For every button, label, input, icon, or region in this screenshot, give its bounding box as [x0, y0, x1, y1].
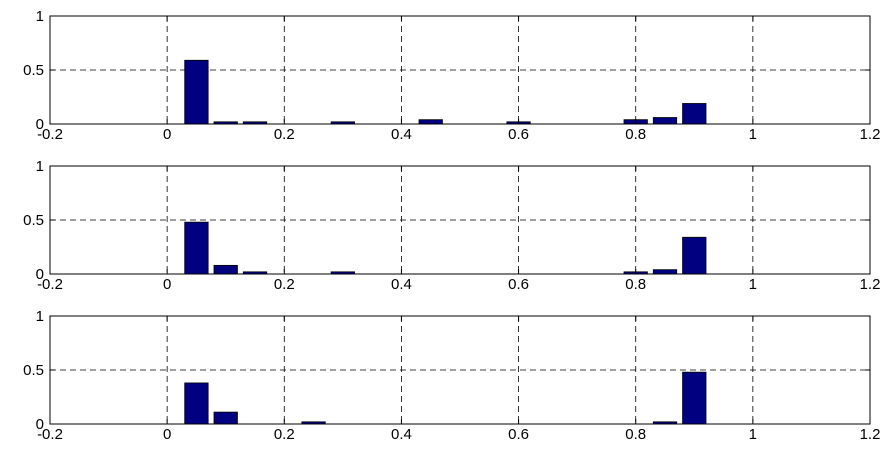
plot3-xtick-label: 1 [749, 426, 757, 443]
plot2-xtick-label: 0.8 [625, 276, 646, 293]
plot1-xtick-label: 1 [749, 126, 757, 143]
plot1-ytick-label: 0.5 [23, 62, 44, 79]
plot2-ytick-label: 1 [36, 158, 44, 175]
plot3-bar [184, 382, 209, 425]
plot3-ytick-label: 1 [36, 308, 44, 325]
plot1-bar [682, 103, 707, 125]
plot2-ytick-label: 0 [36, 266, 44, 283]
plot3-xtick-label: 0.8 [625, 426, 646, 443]
plot2-xtick-label: 1 [749, 276, 757, 293]
plot1-xtick-label: 1.2 [860, 126, 881, 143]
plot1-xtick-label: 0.4 [391, 126, 412, 143]
plot1-bar [184, 59, 209, 125]
plot3-xtick-label: 0.2 [274, 426, 295, 443]
plot2-xtick-label: 0 [163, 276, 171, 293]
plot3-xtick-label: 0 [163, 426, 171, 443]
plot2-xtick-label: 0.4 [391, 276, 412, 293]
plot3-xtick-label: 0.6 [508, 426, 529, 443]
plot2-xtick-label: 0.6 [508, 276, 529, 293]
plot3-xtick-label: -0.2 [37, 426, 63, 443]
plot1-bar [418, 119, 443, 125]
plot3-bar [213, 411, 238, 425]
plot1-xtick-label: -0.2 [37, 126, 63, 143]
plot2-xtick-label: 1.2 [860, 276, 881, 293]
plot1-ytick-label: 0 [36, 116, 44, 133]
plot1-bar [652, 117, 678, 125]
plot1-ytick-label: 1 [36, 8, 44, 25]
plot2-bar [652, 269, 678, 275]
plot3-xtick-label: 0.4 [391, 426, 412, 443]
plot1-xtick-label: 0.8 [625, 126, 646, 143]
plot2-bar [184, 221, 209, 275]
plot1-xtick-label: 0.2 [274, 126, 295, 143]
plot3-ytick-label: 0.5 [23, 362, 44, 379]
plot2-ytick-label: 0.5 [23, 212, 44, 229]
plot2-xtick-label: -0.2 [37, 276, 63, 293]
plot1-xtick-label: 0 [163, 126, 171, 143]
plot2-xtick-label: 0.2 [274, 276, 295, 293]
plot2-bar [213, 264, 238, 275]
plot3-xtick-label: 1.2 [860, 426, 881, 443]
plot1-xtick-label: 0.6 [508, 126, 529, 143]
plot3-bar [682, 371, 707, 425]
plot2-bar [682, 236, 707, 275]
plot3-ytick-label: 0 [36, 416, 44, 433]
